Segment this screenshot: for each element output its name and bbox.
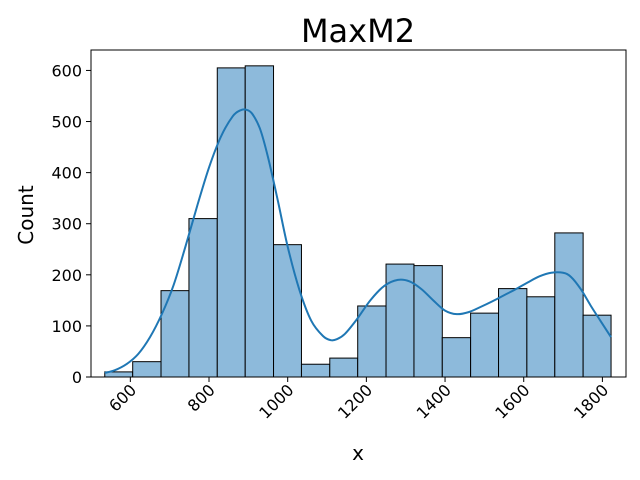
x-tick-label: 1800 (570, 380, 612, 422)
y-axis-label: Count (14, 185, 38, 245)
histogram-bar-8 (329, 357, 359, 378)
histogram-bar-1 (132, 361, 162, 378)
histogram-bar-15 (526, 296, 556, 378)
x-tick-label: 600 (105, 380, 140, 415)
y-tick-label: 200 (51, 266, 82, 285)
y-tick-label: 600 (51, 61, 82, 80)
plot-border (90, 49, 627, 378)
y-tick-label: 300 (51, 215, 82, 234)
x-tick-label: 1200 (334, 380, 376, 422)
y-tick-label: 100 (51, 317, 82, 336)
histogram-bar-6 (273, 244, 302, 378)
chart-title: MaxM2 (301, 12, 415, 50)
histogram-bar-7 (300, 363, 331, 378)
x-tick-label: 800 (184, 380, 219, 415)
histogram-bar-12 (441, 337, 472, 378)
y-tick-label: 400 (51, 164, 82, 183)
histogram-bar-4 (216, 67, 246, 378)
x-tick-label: 1600 (491, 380, 533, 422)
histogram-bar-16 (554, 232, 584, 378)
plot-frame (90, 49, 627, 378)
y-axis: 0 100 200 300 400 500 600 (51, 61, 91, 387)
histogram-bar-5 (244, 65, 275, 378)
bars-layer (104, 65, 612, 378)
kde-curve (104, 108, 612, 374)
x-axis: 600 800 1000 1200 1400 1600 1800 (105, 377, 612, 423)
histogram-bar-2 (160, 290, 190, 378)
histogram-bar-13 (470, 312, 500, 378)
x-tick-label: 1400 (413, 380, 455, 422)
x-axis-label: x (352, 441, 364, 465)
y-tick-label: 0 (72, 368, 82, 387)
x-tick-label: 1000 (255, 380, 297, 422)
y-tick-label: 500 (51, 113, 82, 132)
histogram-bar-3 (188, 218, 218, 378)
histogram-bar-11 (413, 265, 443, 378)
histogram-bar-9 (357, 305, 387, 378)
histogram-bar-17 (582, 314, 612, 378)
histogram-bar-14 (498, 288, 528, 378)
